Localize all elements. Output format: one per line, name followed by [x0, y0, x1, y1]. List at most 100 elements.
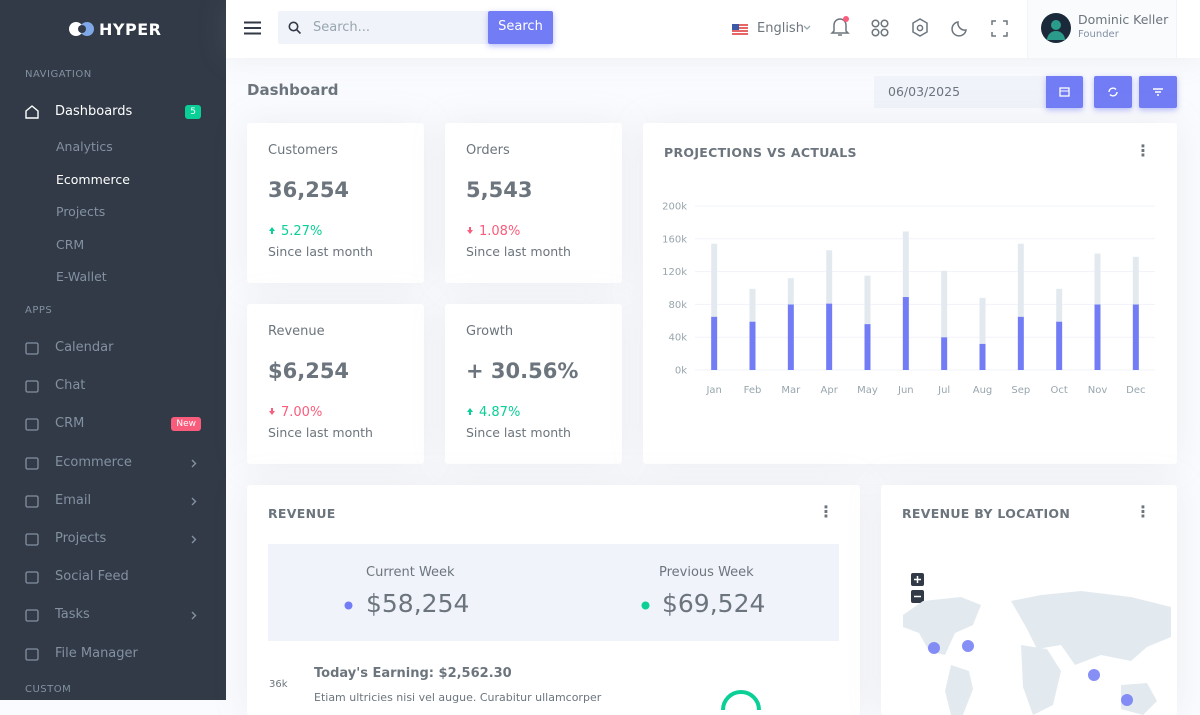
- trend-arrow: [467, 408, 473, 415]
- date-value: 06/03/2025: [888, 84, 961, 99]
- nav-item[interactable]: Chat: [25, 374, 201, 398]
- bar: [979, 343, 986, 370]
- search-button[interactable]: Search: [488, 11, 553, 44]
- shape: [830, 18, 850, 34]
- shape: [25, 495, 39, 508]
- refresh-icon: [1108, 87, 1118, 97]
- revenue-card: REVENUE ⋮ Current Week $58,254 Previous …: [247, 485, 860, 715]
- shape: [25, 609, 39, 623]
- search-input[interactable]: Search...: [278, 11, 488, 44]
- shape: [1021, 645, 1061, 715]
- brand: HYPER: [99, 20, 162, 39]
- nav-subitem[interactable]: E-Wallet: [56, 269, 107, 284]
- fullscreen-icon[interactable]: [991, 20, 1008, 37]
- trend-arrow: [269, 227, 275, 234]
- nav-label: File Manager: [55, 645, 138, 661]
- nav-item[interactable]: CRM New: [25, 412, 201, 436]
- nav-item[interactable]: Dashboards 5: [25, 100, 201, 124]
- stat-change: 1.08%: [466, 224, 520, 239]
- filter-button[interactable]: [1139, 76, 1177, 108]
- nav-subitem[interactable]: Ecommerce: [56, 171, 130, 187]
- x-tick-label: Jun: [897, 385, 914, 396]
- shape: [269, 408, 275, 415]
- icon: [25, 456, 39, 470]
- nav-subitem[interactable]: Projects: [56, 204, 106, 219]
- nav-item[interactable]: Tasks: [25, 603, 201, 627]
- nav-item[interactable]: Projects: [25, 527, 201, 551]
- date-input[interactable]: 06/03/2025: [874, 76, 1046, 108]
- x-tick-label: Feb: [744, 385, 762, 396]
- bar: [1094, 253, 1101, 305]
- previous-label: Previous Week: [659, 565, 754, 580]
- card-menu[interactable]: ⋮: [1135, 502, 1151, 521]
- calendar-button[interactable]: [1046, 76, 1083, 108]
- settings-icon[interactable]: [911, 18, 929, 38]
- bar: [787, 304, 794, 370]
- card-menu[interactable]: ⋮: [1135, 141, 1151, 160]
- earning-text: Etiam ultricies nisi vel augue. Curabitu…: [314, 691, 602, 704]
- filter-icon: [1153, 88, 1163, 96]
- notification-icon[interactable]: [830, 16, 850, 38]
- bar: [941, 337, 948, 370]
- icon: [25, 418, 39, 432]
- shape: [928, 642, 940, 654]
- menu-toggle[interactable]: [244, 21, 261, 35]
- nav-item[interactable]: File Manager: [25, 642, 201, 666]
- bar: [826, 303, 833, 370]
- bar: [979, 297, 986, 344]
- card-menu[interactable]: ⋮: [818, 502, 834, 521]
- user-name: Dominic Keller: [1078, 12, 1169, 27]
- stat-label: Revenue: [268, 324, 325, 339]
- user-box[interactable]: Dominic Keller Founder: [1027, 0, 1177, 58]
- theme-icon[interactable]: [951, 19, 969, 37]
- gauge: [721, 690, 761, 710]
- x-tick-label: Jan: [705, 385, 721, 396]
- shape: [803, 25, 811, 30]
- chevron: [191, 459, 197, 468]
- icon: [25, 342, 39, 355]
- language[interactable]: English: [757, 21, 804, 36]
- x-tick-label: Dec: [1126, 385, 1145, 396]
- bar: [902, 231, 909, 298]
- bar: [902, 297, 909, 370]
- apps-icon[interactable]: [871, 19, 889, 37]
- shape: [641, 601, 650, 610]
- shape: [1153, 88, 1163, 96]
- shape: [912, 18, 928, 37]
- change-value: 7.00%: [281, 405, 323, 420]
- shape: [25, 418, 39, 432]
- x-tick-label: Mar: [781, 385, 801, 396]
- stat-change: 4.87%: [466, 405, 520, 420]
- shape: [732, 24, 748, 35]
- current-label: Current Week: [366, 565, 455, 580]
- flag-icon: [732, 24, 748, 35]
- refresh-button[interactable]: [1094, 76, 1132, 108]
- x-tick-label: Apr: [821, 385, 839, 396]
- topbar: Search... Search English Dominic Keller …: [226, 0, 1200, 58]
- shape: [467, 408, 473, 415]
- nav-item[interactable]: Social Feed: [25, 565, 201, 589]
- x-tick-label: Jul: [937, 385, 950, 396]
- shape: [962, 640, 974, 652]
- nav-subitem[interactable]: Analytics: [56, 139, 113, 154]
- stat-card: Orders 5,543 1.08% Since last month: [445, 123, 622, 283]
- stat-label: Growth: [466, 324, 514, 339]
- avatar: [1041, 13, 1071, 43]
- nav-label: CRM: [55, 416, 85, 432]
- bar: [1056, 288, 1063, 322]
- stat-change: 7.00%: [268, 405, 322, 420]
- shape: [295, 28, 301, 34]
- bar: [941, 270, 948, 338]
- nav-item[interactable]: Ecommerce: [25, 451, 201, 475]
- shape: [244, 21, 261, 35]
- nav-item[interactable]: Email: [25, 489, 201, 513]
- nav-subitem[interactable]: CRM: [56, 236, 85, 252]
- shape: [903, 597, 981, 655]
- bar: [826, 250, 833, 304]
- card-title: PROJECTIONS VS ACTUALS: [664, 145, 857, 160]
- shape: [1108, 87, 1118, 97]
- y-tick-label: 80k: [668, 300, 687, 311]
- nav-item[interactable]: Calendar: [25, 336, 201, 360]
- y-tick-label: 160k: [662, 234, 687, 245]
